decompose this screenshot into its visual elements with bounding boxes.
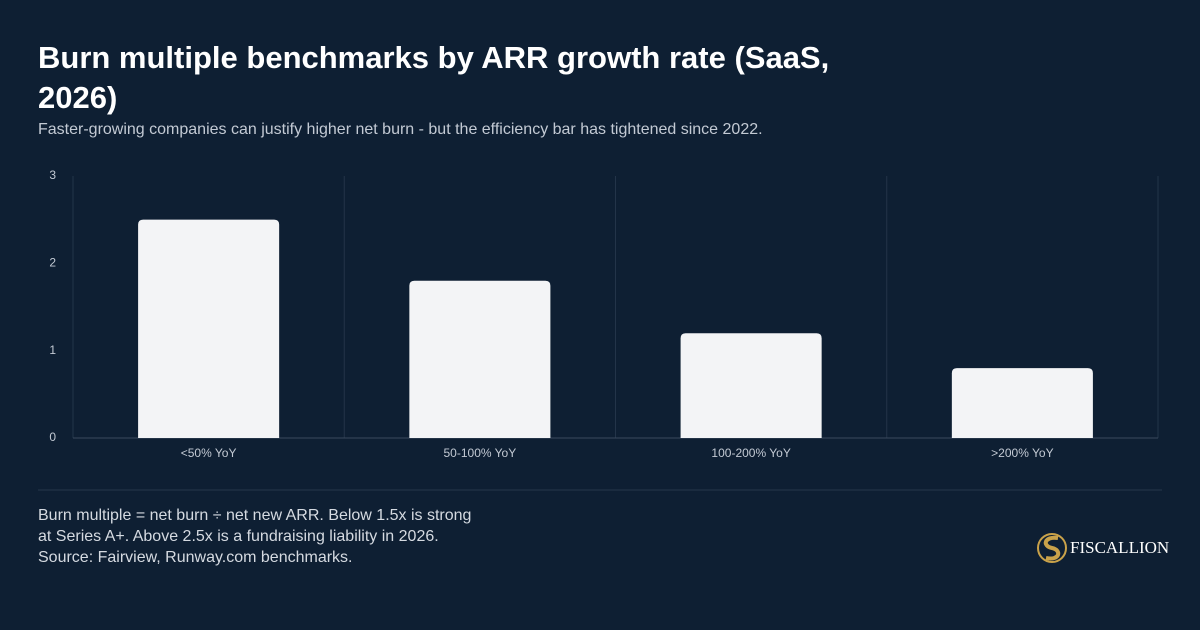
x-tick-label: 50-100% YoY [444,446,517,460]
x-tick-label: <50% YoY [181,446,237,460]
brand-logo [1037,533,1067,563]
y-tick-label: 1 [49,343,56,357]
bar [951,368,1093,438]
bar [138,219,280,438]
x-tick-label: 100-200% YoY [711,446,790,460]
x-tick-label: >200% YoY [991,446,1053,460]
chart-subtitle: Faster-growing companies can justify hig… [38,121,763,138]
y-tick-label: 3 [49,168,56,182]
chart-title: Burn multiple benchmarks by ARR growth r… [38,40,830,115]
y-tick-label: 0 [49,430,56,444]
y-tick-label: 2 [49,256,56,270]
footnote: Burn multiple = net burn ÷ net new ARR. … [38,507,472,566]
brand-name: FISCALLION [1070,538,1169,557]
bar [409,280,551,438]
bar [680,333,822,438]
